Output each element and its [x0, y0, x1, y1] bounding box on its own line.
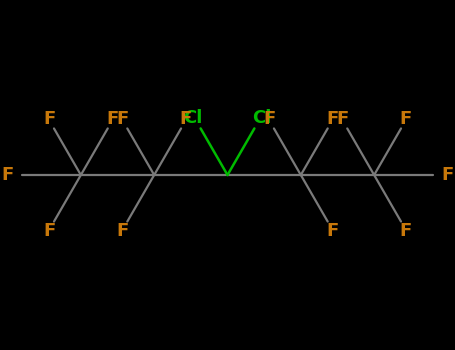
Text: F: F [106, 110, 119, 128]
Text: F: F [43, 222, 55, 240]
Text: F: F [400, 222, 412, 240]
Text: F: F [263, 110, 275, 128]
Text: F: F [442, 166, 454, 184]
Text: F: F [327, 222, 339, 240]
Text: F: F [43, 110, 55, 128]
Text: F: F [116, 110, 128, 128]
Text: F: F [116, 222, 128, 240]
Text: F: F [180, 110, 192, 128]
Text: F: F [1, 166, 13, 184]
Text: F: F [336, 110, 349, 128]
Text: F: F [400, 110, 412, 128]
Text: Cl: Cl [252, 109, 271, 127]
Text: F: F [327, 110, 339, 128]
Text: Cl: Cl [184, 109, 203, 127]
